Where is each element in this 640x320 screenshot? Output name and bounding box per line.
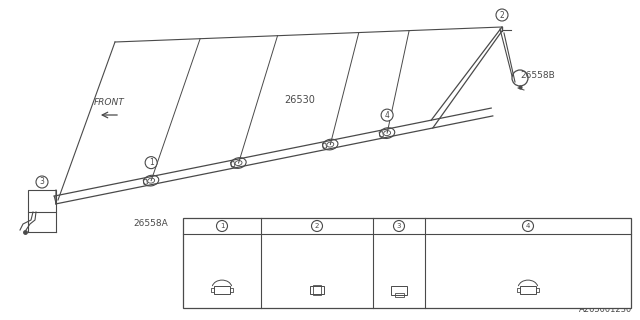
Bar	[214, 285, 230, 294]
Circle shape	[381, 109, 393, 121]
Text: 4: 4	[385, 111, 390, 120]
Circle shape	[145, 156, 157, 169]
Text: 26558B: 26558B	[520, 70, 555, 79]
Text: 26556T*A(  -'05MY0505): 26556T*A( -'05MY0505)	[428, 237, 522, 246]
Bar	[230, 162, 235, 167]
Text: 26556N*B(  -0307): 26556N*B( -0307)	[264, 237, 336, 246]
Bar	[183, 218, 631, 308]
Text: 26556T*C ('06MY0504-  ): 26556T*C ('06MY0504- )	[428, 246, 525, 255]
Circle shape	[312, 220, 323, 231]
Text: 3: 3	[397, 223, 401, 229]
Circle shape	[496, 9, 508, 21]
Text: 26558A: 26558A	[133, 219, 168, 228]
Bar	[143, 179, 147, 185]
Text: FRONT: FRONT	[93, 98, 124, 107]
Text: 4: 4	[526, 223, 530, 229]
Text: 1: 1	[220, 223, 224, 229]
Bar	[28, 190, 56, 212]
Circle shape	[216, 220, 227, 231]
Bar	[391, 286, 407, 294]
Text: 2: 2	[500, 11, 504, 20]
Text: 1: 1	[148, 158, 154, 167]
Text: 26530: 26530	[285, 95, 316, 105]
Bar	[314, 284, 321, 295]
Text: 26557□   (0307-  ): 26557□ (0307- )	[264, 246, 335, 255]
Bar	[323, 143, 326, 148]
Circle shape	[522, 220, 534, 231]
Text: A265001230: A265001230	[579, 305, 632, 314]
Circle shape	[36, 176, 48, 188]
Text: 2: 2	[315, 223, 319, 229]
Bar	[520, 285, 536, 294]
Circle shape	[394, 220, 404, 231]
Bar	[310, 286, 324, 294]
Text: 26556T*A: 26556T*A	[186, 237, 224, 246]
Text: 26556P: 26556P	[376, 237, 405, 246]
Text: 3: 3	[40, 178, 44, 187]
Bar	[394, 293, 403, 297]
Bar	[379, 132, 383, 137]
